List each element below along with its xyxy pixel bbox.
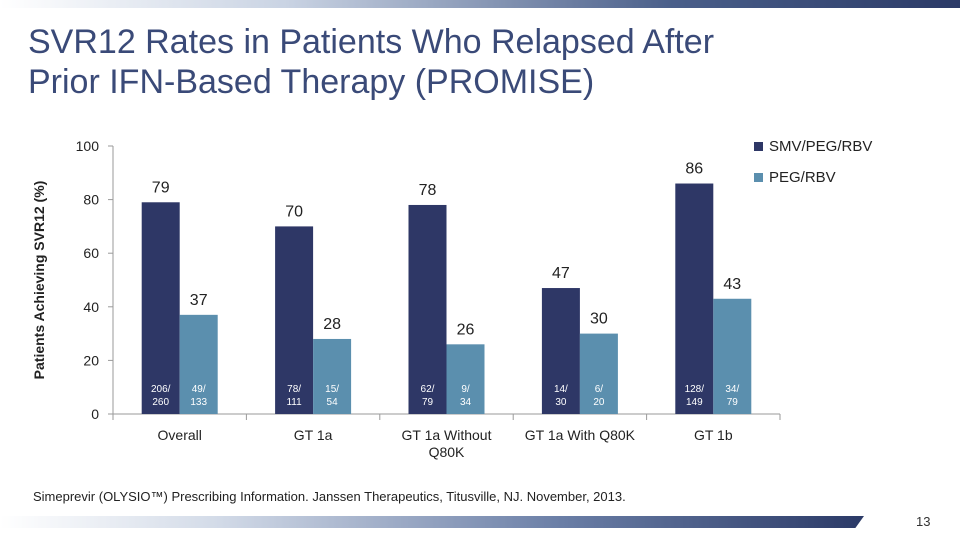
bar-fraction-numerator: 78/ bbox=[287, 384, 301, 395]
bar-fraction-numerator: 6/ bbox=[595, 384, 604, 395]
x-category-label: GT 1a bbox=[294, 427, 333, 443]
x-category-label: Q80K bbox=[429, 444, 465, 460]
bar-fraction-numerator: 34/ bbox=[725, 384, 739, 395]
bar-smv-peg-rbv bbox=[675, 183, 714, 414]
bar-fraction-denominator: 34 bbox=[460, 397, 472, 408]
bar-fraction-denominator: 260 bbox=[152, 397, 169, 408]
y-tick-label: 60 bbox=[83, 245, 99, 261]
bar-value-label: 30 bbox=[590, 311, 608, 328]
top-decorative-band bbox=[0, 0, 960, 8]
bar-fraction-denominator: 79 bbox=[422, 397, 434, 408]
slide-title-line-1: SVR12 Rates in Patients Who Relapsed Aft… bbox=[28, 23, 715, 61]
bar-fraction-numerator: 14/ bbox=[554, 384, 568, 395]
bar-fraction-denominator: 54 bbox=[327, 397, 339, 408]
bar-fraction-denominator: 133 bbox=[190, 397, 207, 408]
bar-value-label: 86 bbox=[685, 161, 703, 178]
bar-fraction-denominator: 111 bbox=[286, 397, 302, 408]
y-axis-title: Patients Achieving SVR12 (%) bbox=[31, 181, 47, 380]
bar-value-label: 26 bbox=[457, 321, 475, 338]
bar-value-label: 47 bbox=[552, 265, 570, 282]
bar-value-label: 70 bbox=[285, 203, 303, 220]
y-tick-label: 20 bbox=[83, 352, 99, 368]
y-tick-label: 0 bbox=[91, 406, 99, 422]
bar-fraction-denominator: 20 bbox=[593, 397, 605, 408]
bar-smv-peg-rbv bbox=[141, 202, 180, 414]
x-category-label: Overall bbox=[158, 427, 202, 443]
bar-smv-peg-rbv bbox=[541, 288, 580, 414]
slide-number: 13 bbox=[916, 514, 931, 529]
bar-peg-rbv bbox=[313, 338, 352, 414]
bar-peg-rbv bbox=[446, 344, 485, 414]
y-tick-label: 100 bbox=[76, 138, 100, 154]
legend-label-smv-peg-rbv: SMV/PEG/RBV bbox=[769, 138, 872, 155]
bar-fraction-numerator: 9/ bbox=[461, 384, 470, 395]
bar-fraction-numerator: 15/ bbox=[325, 384, 339, 395]
bar-value-label: 43 bbox=[723, 276, 741, 293]
slide-title-line-2: Prior IFN-Based Therapy (PROMISE) bbox=[28, 63, 595, 101]
bar-smv-peg-rbv bbox=[275, 226, 314, 414]
bar-fraction-numerator: 206/ bbox=[151, 384, 171, 395]
bar-fraction-numerator: 49/ bbox=[192, 384, 206, 395]
slide-title: SVR12 Rates in Patients Who Relapsed Aft… bbox=[28, 22, 928, 102]
legend-swatch-smv-peg-rbv bbox=[754, 142, 763, 151]
bar-fraction-numerator: 128/ bbox=[685, 384, 705, 395]
bar-fraction-denominator: 30 bbox=[555, 397, 567, 408]
legend-swatch-peg-rbv bbox=[754, 173, 763, 182]
bar-smv-peg-rbv bbox=[408, 204, 447, 414]
bar-fraction-denominator: 79 bbox=[727, 397, 739, 408]
x-category-label: GT 1b bbox=[694, 427, 733, 443]
bar-peg-rbv bbox=[713, 298, 752, 414]
bar-value-label: 78 bbox=[419, 182, 437, 199]
bar-value-label: 37 bbox=[190, 292, 208, 309]
bar-fraction-numerator: 62/ bbox=[421, 384, 435, 395]
bar-peg-rbv bbox=[579, 333, 618, 414]
x-category-label: GT 1a With Q80K bbox=[525, 427, 636, 443]
x-category-label: GT 1a Without bbox=[401, 427, 491, 443]
y-tick-label: 40 bbox=[83, 299, 99, 315]
bar-peg-rbv bbox=[179, 314, 218, 414]
footnote: Simeprevir (OLYSIO™) Prescribing Informa… bbox=[33, 489, 626, 504]
bar-value-label: 79 bbox=[152, 179, 170, 196]
bar-value-label: 28 bbox=[323, 316, 341, 333]
y-tick-label: 80 bbox=[83, 192, 99, 208]
legend-label-peg-rbv: PEG/RBV bbox=[769, 169, 836, 186]
bar-fraction-denominator: 149 bbox=[686, 397, 703, 408]
bottom-decorative-band bbox=[0, 516, 864, 528]
